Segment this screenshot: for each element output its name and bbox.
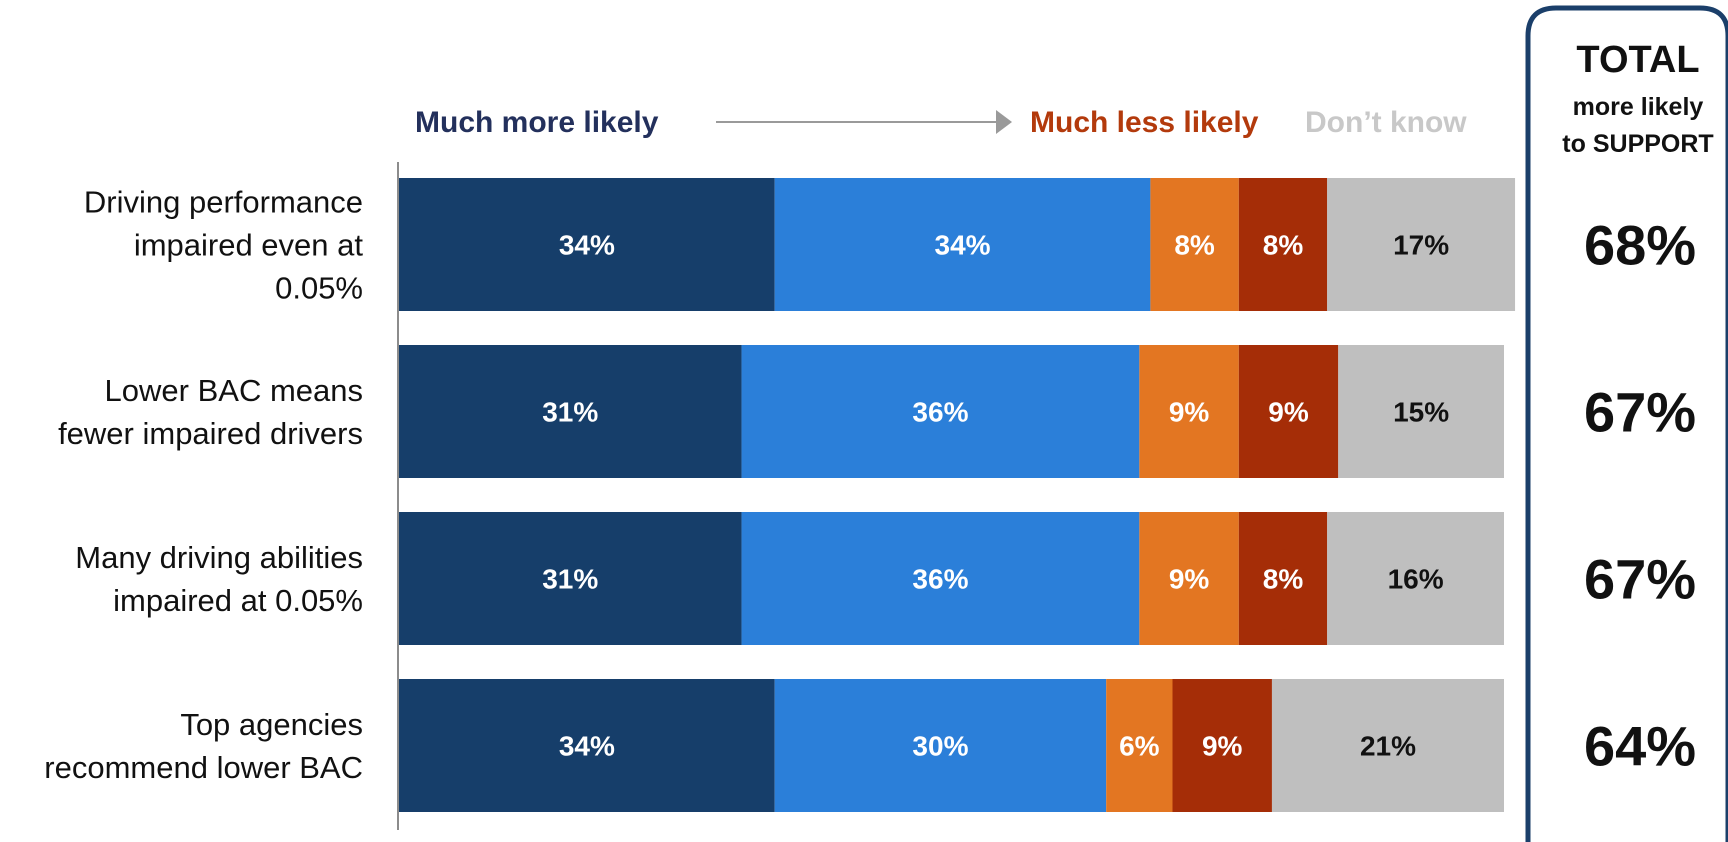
- data-label: 8%: [1174, 230, 1215, 261]
- bar-segment-somewhat-less-likely: [1150, 178, 1239, 311]
- total-subtitle-line1: more likely: [1573, 93, 1704, 121]
- data-label: 34%: [559, 230, 615, 261]
- total-values: 68% 67% 67% 64%: [1584, 214, 1696, 778]
- bar-segment-somewhat-less-likely: [1139, 512, 1239, 645]
- total-value: 67%: [1584, 548, 1696, 611]
- bar-segment-somewhat-more-likely: [774, 679, 1107, 812]
- bar-segment-much-less-likely: [1172, 679, 1272, 812]
- bar-segment-much-less-likely: [1238, 178, 1328, 311]
- bar-segment-somewhat-more-likely: [774, 178, 1151, 311]
- total-panel: TOTAL more likely to SUPPORT 68% 67% 67% 64…: [1525, 5, 1728, 842]
- category-label: Lower BAC means fewer impaired drivers: [58, 373, 363, 451]
- data-label: 31%: [542, 397, 598, 428]
- bar-segment-much-more-likely: [399, 679, 775, 812]
- bar-segment-much-more-likely: [399, 178, 775, 311]
- total-value: 67%: [1584, 381, 1696, 444]
- data-label: 9%: [1169, 397, 1210, 428]
- legend-much-less-likely: Much less likely: [1030, 106, 1259, 139]
- data-label: 36%: [912, 397, 968, 428]
- bars-group: 34% 34% 8% 8% 17% 31% 36% 9% 9% 15% 31% 36% 9% 8% 16% 3…: [399, 178, 1516, 812]
- data-label: 8%: [1263, 564, 1304, 595]
- bar-segment-somewhat-less-likely: [1139, 345, 1239, 478]
- legend-much-more-likely: Much more likely: [415, 106, 659, 139]
- legend-arrow-head-icon: [996, 110, 1012, 134]
- bar-segment-much-more-likely: [399, 345, 742, 478]
- data-label: 34%: [559, 731, 615, 762]
- data-label: 30%: [912, 731, 968, 762]
- data-label: 9%: [1268, 397, 1309, 428]
- bar-segment-dont-know: [1327, 178, 1516, 311]
- bar-segment-dont-know: [1338, 345, 1504, 478]
- bar-segment-much-less-likely: [1238, 512, 1328, 645]
- data-label: 34%: [935, 230, 991, 261]
- bar-segment-dont-know: [1327, 512, 1504, 645]
- bar-segment-somewhat-more-likely: [741, 512, 1140, 645]
- data-label: 16%: [1388, 564, 1444, 595]
- data-label: 31%: [542, 564, 598, 595]
- bar-segment-somewhat-more-likely: [741, 345, 1140, 478]
- total-panel-border: [1525, 5, 1728, 842]
- legend: Much more likely Much less likely Don’t …: [415, 106, 1467, 139]
- bar-segment-dont-know: [1271, 679, 1504, 812]
- data-label: 21%: [1360, 731, 1416, 762]
- data-label: 8%: [1263, 230, 1304, 261]
- data-label: 9%: [1169, 564, 1210, 595]
- total-title: TOTAL: [1576, 39, 1699, 81]
- category-labels: Driving performance impaired even at 0.05%…: [44, 185, 363, 786]
- legend-dont-know: Don’t know: [1305, 106, 1467, 139]
- category-label: Top agencies recommend lower BAC: [44, 707, 363, 785]
- total-value: 64%: [1584, 715, 1696, 778]
- category-label: Driving performance impaired even at 0.05%: [84, 185, 363, 306]
- bar-segment-somewhat-less-likely: [1106, 679, 1173, 812]
- total-subtitle-line2: to SUPPORT: [1562, 130, 1713, 158]
- bar-segment-much-more-likely: [399, 512, 742, 645]
- data-label: 9%: [1202, 731, 1243, 762]
- data-label: 36%: [912, 564, 968, 595]
- data-label: 17%: [1393, 230, 1449, 261]
- total-value: 68%: [1584, 214, 1696, 277]
- category-label: Many driving abilities impaired at 0.05%: [75, 540, 363, 618]
- bar-segment-much-less-likely: [1238, 345, 1339, 478]
- data-label: 6%: [1119, 731, 1160, 762]
- data-label: 15%: [1393, 397, 1449, 428]
